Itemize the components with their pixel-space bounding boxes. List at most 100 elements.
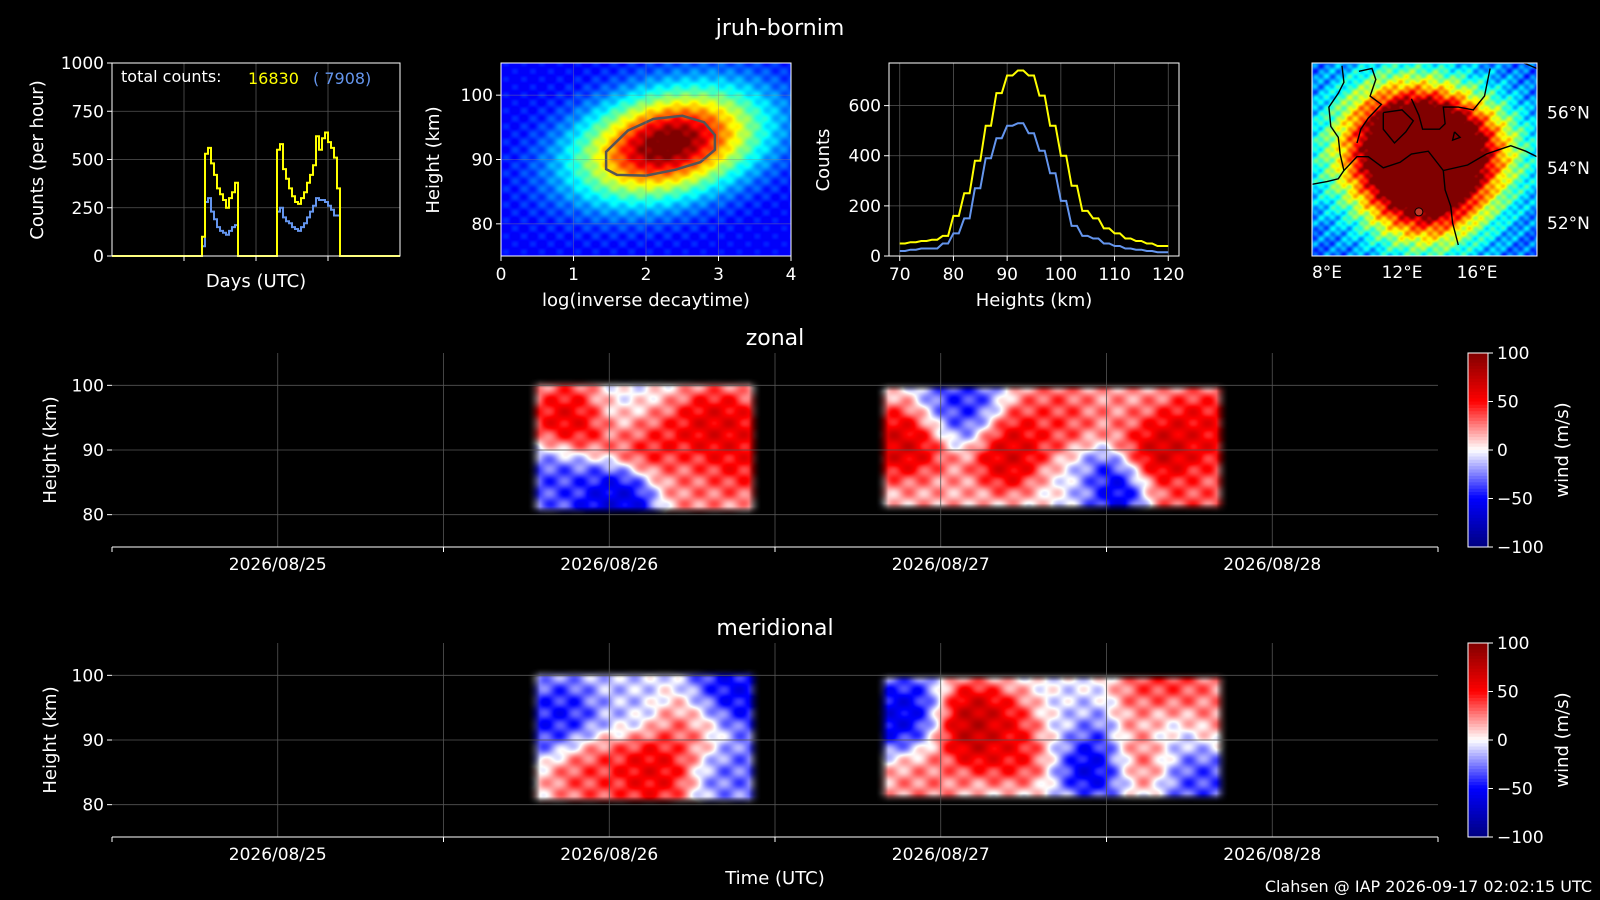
colorbar-segment (1468, 749, 1488, 754)
meridional-panel: meridional 80 90 100 2026/08/25 2026/08/26 20… (40, 616, 1573, 889)
colorbar-segment (1468, 798, 1488, 803)
colorbar-segment (1468, 443, 1488, 448)
colorbar-segment (1468, 782, 1488, 786)
figure-title: jruh-bornim (715, 16, 845, 41)
counts-lines (112, 131, 400, 257)
colorbar-segment (1468, 814, 1488, 819)
decaytime-x-tick-label: 1 (568, 265, 579, 285)
colorbar-segment (1468, 378, 1488, 383)
colorbar-segment (1468, 359, 1488, 364)
wind-x-tick-label: 2026/08/26 (560, 555, 658, 575)
colorbar-segment (1468, 720, 1488, 725)
colorbar-segment (1468, 730, 1488, 735)
zonal-colorbar: 100 50 0 −50 −100 wind (m/s) (1467, 344, 1573, 558)
colorbar-segment (1468, 759, 1488, 764)
colorbar-segment (1468, 372, 1488, 377)
zonal-y-label: Height (km) (40, 396, 61, 503)
colorbar-segment (1468, 672, 1488, 676)
colorbar-segment (1468, 543, 1488, 548)
zonal-title: zonal (746, 326, 805, 351)
map-y-tick-label: 56°N (1547, 104, 1590, 124)
colorbar-segment (1468, 772, 1488, 777)
colorbar-segment (1468, 746, 1488, 751)
counts-y-ticks: 0 250 500 750 1000 (61, 54, 329, 267)
colorbar-segment (1468, 833, 1488, 838)
colorbar-segment (1468, 769, 1488, 773)
decaytime-y-label: Height (km) (423, 106, 444, 213)
colorbar-segment (1468, 710, 1488, 715)
colorbar-segment (1468, 794, 1488, 799)
histogram-x-tick-label: 120 (1152, 265, 1184, 285)
decaytime-x-label: log(inverse decaytime) (542, 290, 750, 311)
decaytime-x-tick-label: 3 (713, 265, 724, 285)
colorbar-segment (1468, 462, 1488, 467)
wind-y-tick-label: 90 (82, 441, 104, 461)
colorbar-segment (1468, 495, 1488, 500)
colorbar-segment (1468, 817, 1488, 822)
colorbar-segment (1468, 365, 1488, 370)
colorbar-segment (1468, 775, 1488, 780)
coastline (1523, 62, 1538, 70)
colorbar-segment (1468, 356, 1488, 361)
colorbar-segment (1468, 527, 1488, 532)
histogram-y-tick-label: 400 (849, 147, 881, 167)
colorbar-segment (1468, 756, 1488, 760)
colorbar-segment (1468, 675, 1488, 680)
colorbar-segment (1468, 492, 1488, 496)
colorbar-segment (1468, 723, 1488, 728)
colorbar-segment (1468, 472, 1488, 477)
counts-y-tick-label: 0 (93, 247, 104, 267)
height-histogram-panel: 70 80 90 100 110 120 0 200 400 600 Heights (km) C… (813, 62, 1185, 311)
colorbar-tick-label: −50 (1497, 780, 1533, 800)
colorbar-segment (1468, 537, 1488, 542)
colorbar-segment (1468, 369, 1488, 373)
colorbar-tick-label: −50 (1497, 490, 1533, 510)
wind-x-tick-label: 2026/08/25 (229, 845, 327, 865)
wind-y-tick-label: 80 (82, 506, 104, 526)
colorbar-segment (1468, 420, 1488, 425)
colorbar-segment (1468, 417, 1488, 422)
histogram-ticks: 70 80 90 100 110 120 0 200 400 600 (849, 97, 1185, 285)
colorbar-segment (1468, 714, 1488, 718)
colorbar-segment (1468, 678, 1488, 683)
decaytime-heatmap (501, 63, 791, 256)
colorbar-segment (1468, 649, 1488, 654)
total-counts-value: 16830 (248, 69, 299, 88)
colorbar-segment (1468, 482, 1488, 487)
zonal-ticks: 80 90 100 2026/08/25 2026/08/26 2026/08/27 202… (72, 376, 1439, 575)
colorbar-tick-label: 100 (1497, 634, 1529, 654)
wind-x-tick-label: 2026/08/25 (229, 555, 327, 575)
colorbar-segment (1468, 707, 1488, 712)
histogram-frame (888, 62, 1180, 257)
time-x-label: Time (UTC) (724, 868, 825, 889)
wind-x-tick-label: 2026/08/28 (1223, 845, 1321, 865)
coastline (1311, 65, 1345, 185)
colorbar-segment (1468, 688, 1488, 693)
colorbar-tick-label: 50 (1497, 683, 1519, 703)
histogram-x-tick-label: 100 (1045, 265, 1077, 285)
map-ticks: 8°E 12°E 16°E 56°N 54°N 52°N (1312, 104, 1590, 283)
coastline (1382, 109, 1415, 145)
zonal-panel: zonal 80 90 100 2026/08/25 2026/08/26 2026/08… (40, 326, 1573, 575)
colorbar-segment (1468, 736, 1488, 741)
wind-x-tick-label: 2026/08/27 (892, 555, 990, 575)
counts-series-total (112, 131, 400, 257)
colorbar-segment (1468, 740, 1488, 744)
decaytime-panel: 0 1 2 3 4 80 90 100 log(inverse decaytime) Heig… (423, 62, 796, 311)
wind-x-tick-label: 2026/08/26 (560, 845, 658, 865)
colorbar-segment (1468, 498, 1488, 503)
wind-y-tick-label: 90 (82, 731, 104, 751)
colorbar-segment (1468, 785, 1488, 790)
counts-y-tick-label: 1000 (61, 54, 104, 74)
colorbar-segment (1468, 446, 1488, 451)
density-contour (604, 114, 717, 177)
colorbar-segment (1468, 540, 1488, 545)
colorbar-segment (1468, 395, 1488, 399)
colorbar-label: wind (m/s) (1552, 692, 1573, 787)
colorbar-label: wind (m/s) (1552, 402, 1573, 497)
footer-credit: Clahsen @ IAP 2026-09-17 02:02:15 UTC (1265, 877, 1592, 896)
colorbar-segment (1468, 655, 1488, 660)
colorbar-segment (1468, 414, 1488, 419)
histogram-y-label: Counts (813, 129, 834, 192)
